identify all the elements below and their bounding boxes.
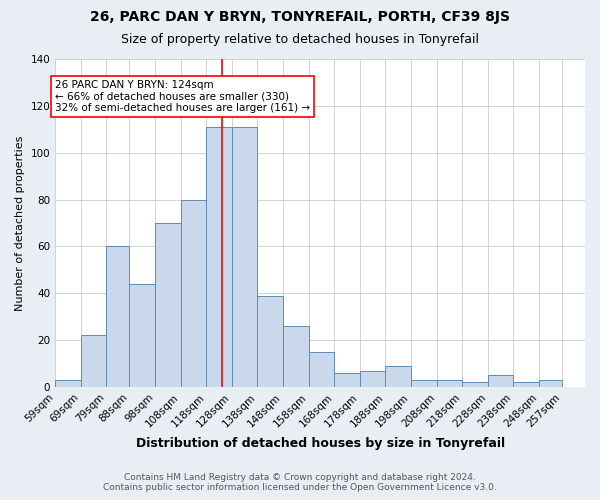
Text: 26 PARC DAN Y BRYN: 124sqm
← 66% of detached houses are smaller (330)
32% of sem: 26 PARC DAN Y BRYN: 124sqm ← 66% of deta… — [55, 80, 310, 114]
Bar — [514, 382, 539, 387]
Bar — [130, 284, 155, 387]
Bar — [437, 380, 462, 387]
Bar — [283, 326, 308, 387]
Text: Contains HM Land Registry data © Crown copyright and database right 2024.
Contai: Contains HM Land Registry data © Crown c… — [103, 473, 497, 492]
Bar — [488, 375, 514, 387]
Bar — [232, 127, 257, 387]
Bar — [155, 223, 181, 387]
Bar — [308, 352, 334, 387]
Bar — [360, 370, 385, 387]
Bar — [257, 296, 283, 387]
Bar — [334, 373, 360, 387]
Bar — [385, 366, 411, 387]
X-axis label: Distribution of detached houses by size in Tonyrefail: Distribution of detached houses by size … — [136, 437, 505, 450]
Y-axis label: Number of detached properties: Number of detached properties — [15, 136, 25, 310]
Bar — [106, 246, 130, 387]
Bar — [411, 380, 437, 387]
Text: 26, PARC DAN Y BRYN, TONYREFAIL, PORTH, CF39 8JS: 26, PARC DAN Y BRYN, TONYREFAIL, PORTH, … — [90, 10, 510, 24]
Text: Size of property relative to detached houses in Tonyrefail: Size of property relative to detached ho… — [121, 32, 479, 46]
Bar — [55, 380, 81, 387]
Bar — [81, 336, 106, 387]
Bar — [462, 382, 488, 387]
Bar — [206, 127, 232, 387]
Bar — [539, 380, 562, 387]
Bar — [181, 200, 206, 387]
